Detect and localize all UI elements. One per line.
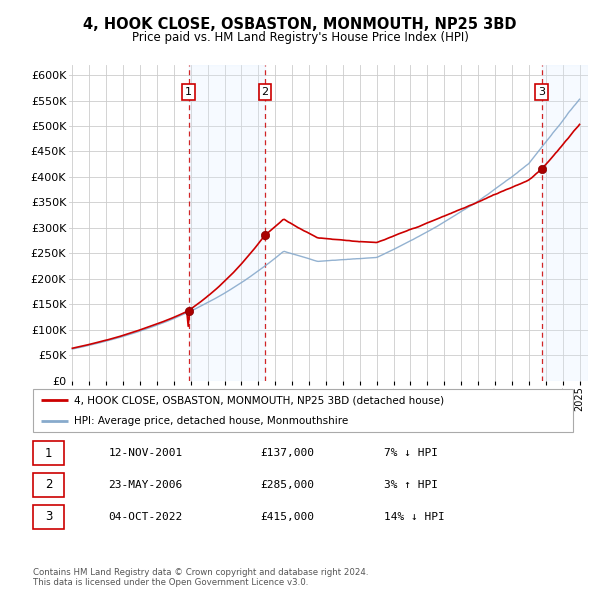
Text: 3: 3 — [45, 510, 52, 523]
Text: 1: 1 — [185, 87, 192, 97]
Bar — [542, 65, 588, 381]
Text: 1: 1 — [45, 447, 52, 460]
Text: 23-MAY-2006: 23-MAY-2006 — [109, 480, 183, 490]
Text: 3: 3 — [538, 87, 545, 97]
Text: HPI: Average price, detached house, Monmouthshire: HPI: Average price, detached house, Monm… — [74, 417, 348, 426]
Text: 7% ↓ HPI: 7% ↓ HPI — [384, 448, 438, 458]
Bar — [33, 473, 64, 497]
Text: 3% ↑ HPI: 3% ↑ HPI — [384, 480, 438, 490]
Text: 14% ↓ HPI: 14% ↓ HPI — [384, 512, 445, 522]
Bar — [33, 441, 64, 466]
Text: £415,000: £415,000 — [260, 512, 314, 522]
Bar — [188, 65, 265, 381]
Text: £285,000: £285,000 — [260, 480, 314, 490]
Text: Price paid vs. HM Land Registry's House Price Index (HPI): Price paid vs. HM Land Registry's House … — [131, 31, 469, 44]
Text: £137,000: £137,000 — [260, 448, 314, 458]
Text: Contains HM Land Registry data © Crown copyright and database right 2024.
This d: Contains HM Land Registry data © Crown c… — [33, 568, 368, 587]
Text: 04-OCT-2022: 04-OCT-2022 — [109, 512, 183, 522]
Text: 12-NOV-2001: 12-NOV-2001 — [109, 448, 183, 458]
Text: 4, HOOK CLOSE, OSBASTON, MONMOUTH, NP25 3BD: 4, HOOK CLOSE, OSBASTON, MONMOUTH, NP25 … — [83, 17, 517, 31]
Text: 2: 2 — [45, 478, 52, 491]
Bar — [33, 504, 64, 529]
Text: 4, HOOK CLOSE, OSBASTON, MONMOUTH, NP25 3BD (detached house): 4, HOOK CLOSE, OSBASTON, MONMOUTH, NP25 … — [74, 395, 443, 405]
Text: 2: 2 — [262, 87, 268, 97]
